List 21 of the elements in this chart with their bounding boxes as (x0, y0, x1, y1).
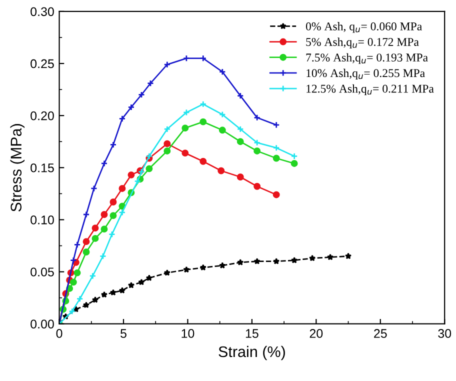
x-tick-label: 15 (246, 329, 258, 338)
x-tick-label: 10 (182, 329, 194, 338)
y-tick-label: 0.20 (30, 111, 54, 120)
x-tick-label: 20 (310, 329, 323, 338)
y-tick-label: 0.10 (30, 216, 54, 224)
x-tick-label: 30 (438, 329, 452, 338)
legend-label: 7.5% Ash,q$_{u}$= 0.193 MPa (306, 53, 428, 64)
y-tick-label: 0.15 (30, 163, 54, 172)
y-axis-title: Stress (MPa) (10, 124, 25, 212)
y-tick-label: 0.05 (30, 268, 54, 276)
x-tick-label: 5 (120, 329, 126, 338)
y-tick-label: 0.00 (30, 320, 54, 328)
x-tick-label: 0 (56, 329, 62, 338)
legend-label: 0% Ash, q$_{u}$= 0.060 MPa (306, 22, 422, 33)
x-tick-label: 25 (374, 329, 387, 338)
x-axis-title: Strain (%) (218, 346, 285, 360)
legend-label: 5% Ash,q$_{u}$= 0.172 MPa (306, 38, 419, 48)
y-tick-label: 0.30 (30, 7, 54, 16)
legend-label: 10% Ash,q$_{u}$= 0.255 MPa (306, 68, 425, 80)
y-tick-label: 0.25 (30, 59, 54, 68)
legend-label: 12.5% Ash,q$_{u}$= 0.211 MPa (306, 84, 434, 96)
